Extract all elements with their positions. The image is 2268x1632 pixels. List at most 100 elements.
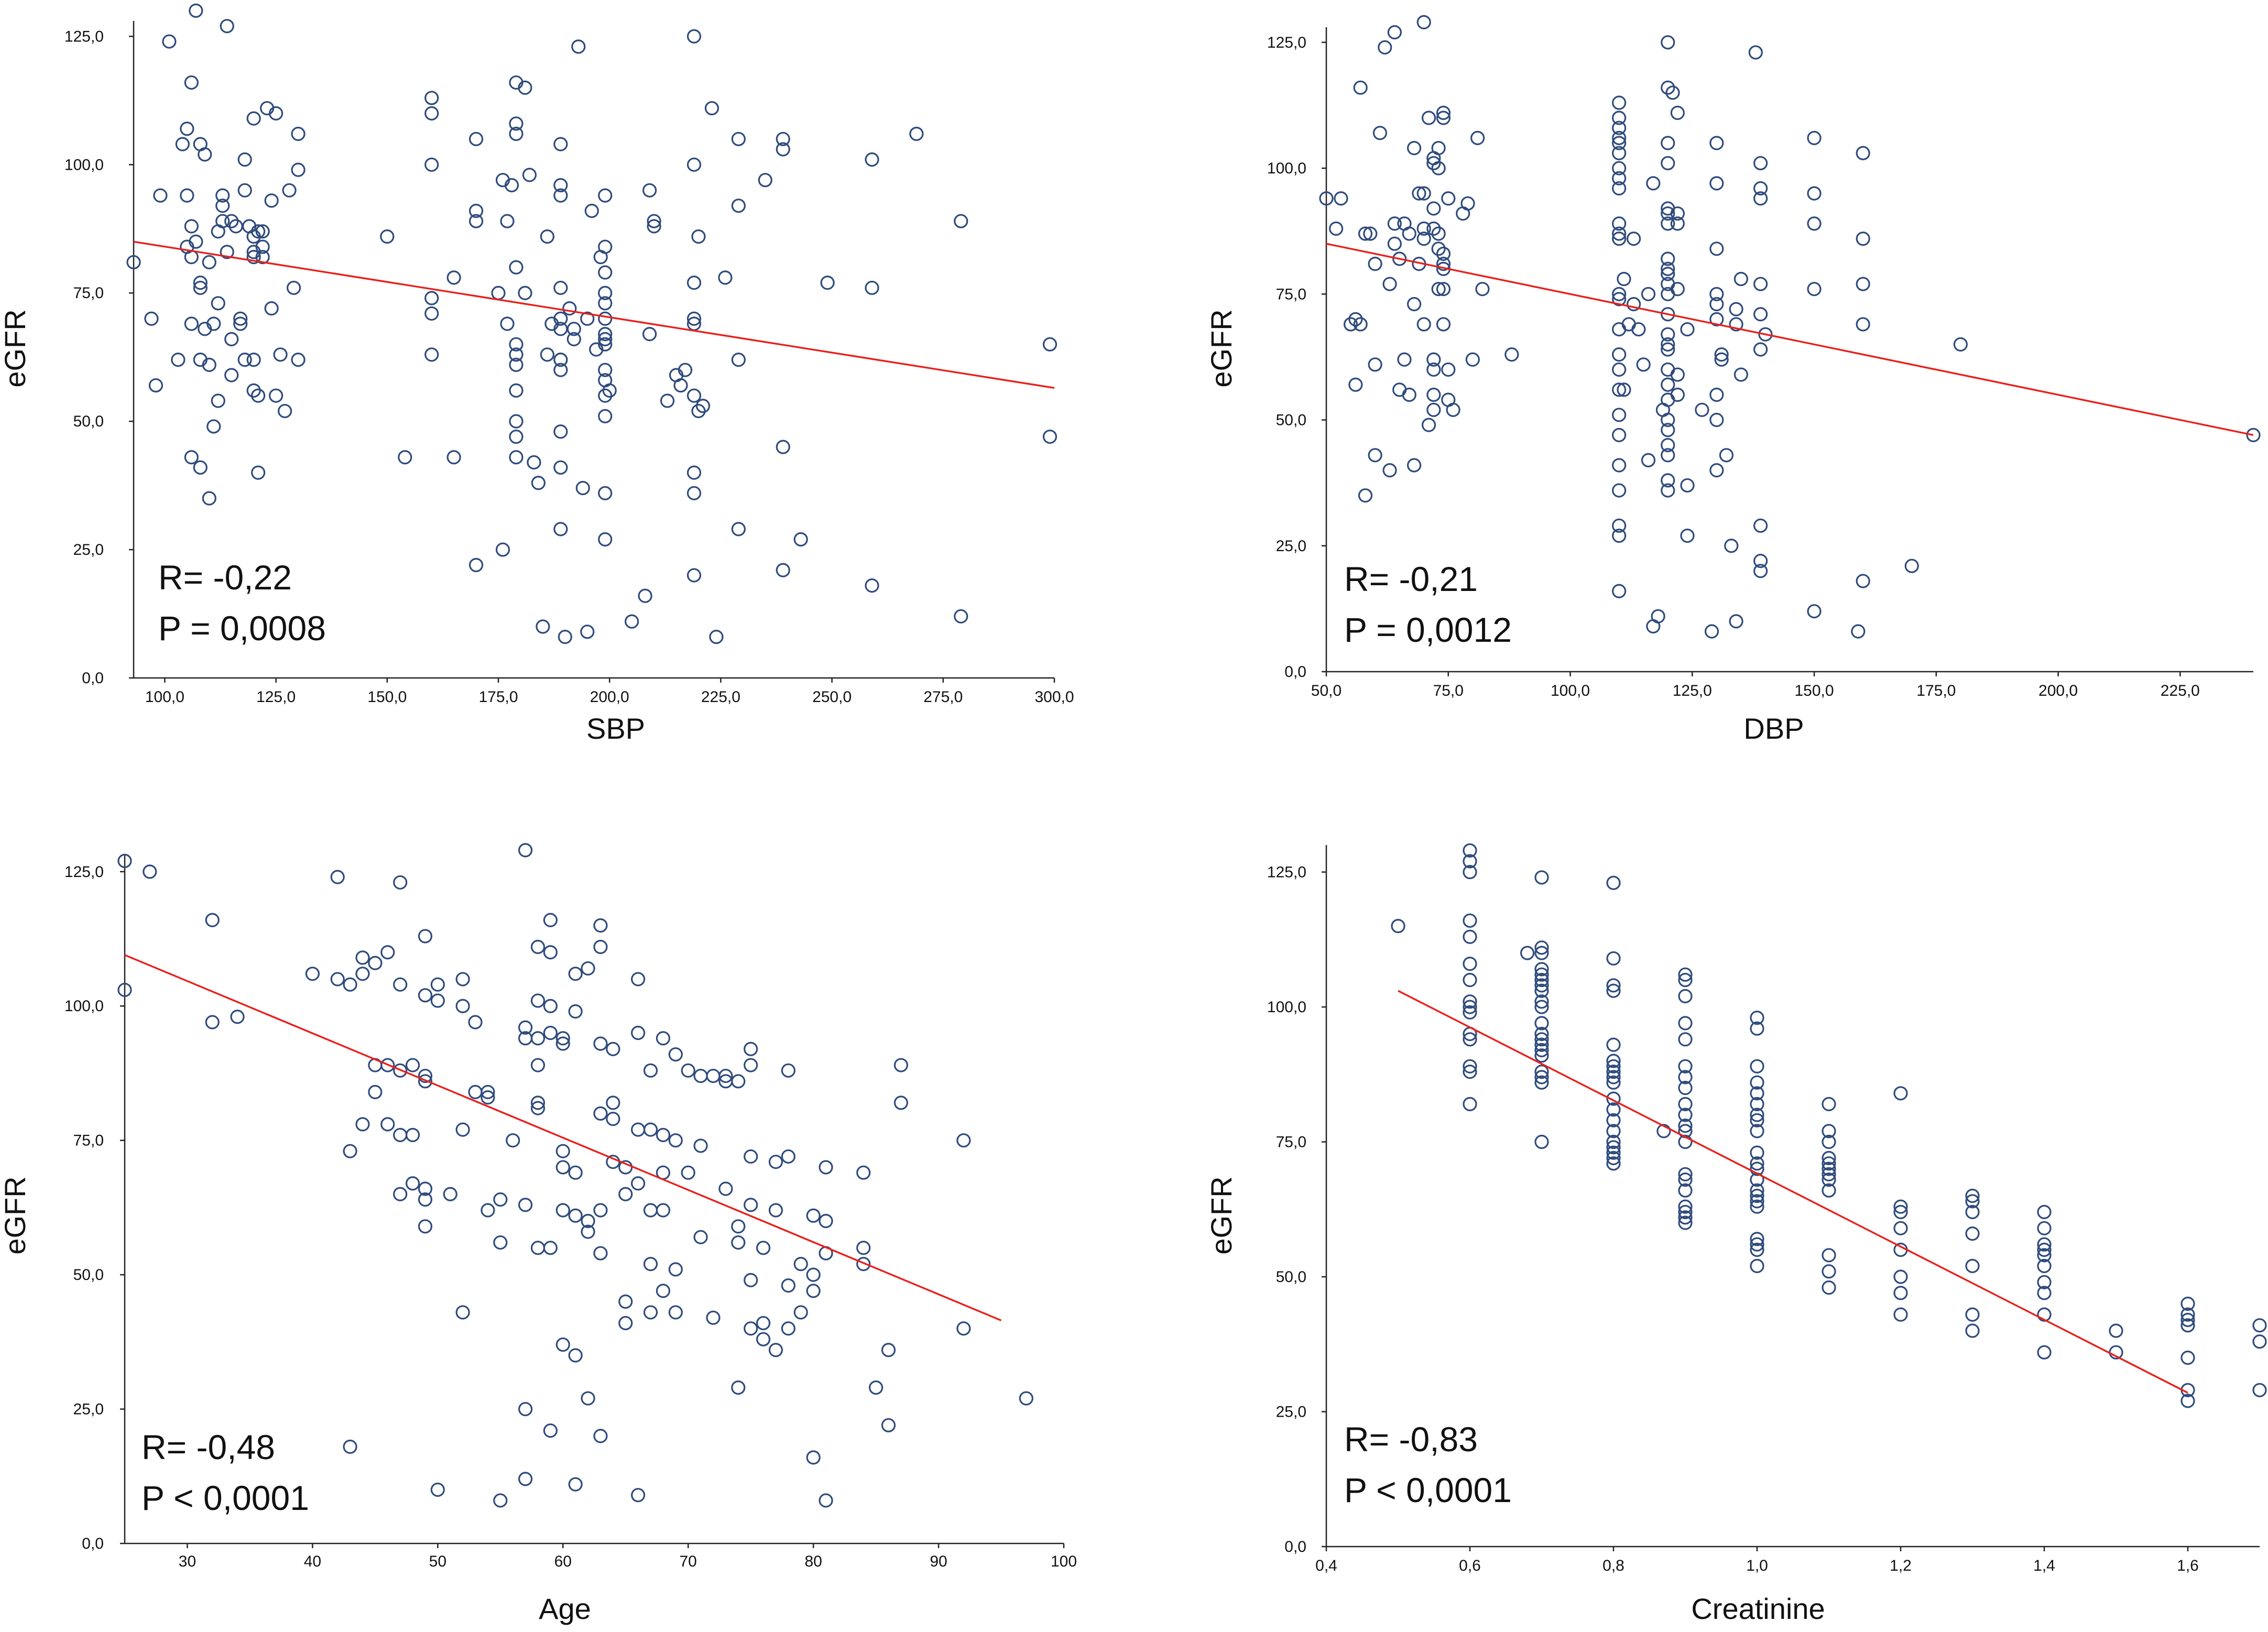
dbp-data-point <box>1436 246 1451 261</box>
creatinine-data-point <box>1534 1016 1549 1031</box>
age-data-point <box>481 1203 495 1218</box>
creatinine-data-point <box>1606 1064 1621 1079</box>
age-data-point <box>668 1133 683 1148</box>
age-data-point <box>793 1256 808 1272</box>
dbp-data-point <box>1651 609 1665 623</box>
dbp-data-point <box>1680 478 1695 493</box>
dbp-data-point <box>1612 136 1627 150</box>
sbp-data-point <box>686 276 702 290</box>
age-data-point <box>368 956 383 970</box>
age-data-point <box>330 972 345 987</box>
dbp-data-point <box>1729 317 1743 332</box>
dbp-data-point <box>1382 277 1397 291</box>
sbp-data-point <box>202 491 216 506</box>
sbp-data-point <box>686 157 702 172</box>
creatinine-data-point <box>1678 1215 1693 1230</box>
dbp-data-point <box>1758 327 1773 342</box>
age-data-point <box>618 1294 633 1309</box>
dbp-data-point <box>1856 231 1870 246</box>
dbp-data-point <box>1436 105 1451 120</box>
dbp-data-point <box>1724 539 1739 553</box>
dbp-data-point <box>1436 257 1451 271</box>
dbp-data-point <box>1436 282 1451 297</box>
dbp-data-point <box>1504 347 1519 362</box>
age-y-tick-label: 50,0 <box>73 1266 104 1284</box>
creatinine-data-point <box>2037 1275 2052 1289</box>
sbp-data-point <box>424 306 439 321</box>
dbp-data-point <box>1460 196 1475 211</box>
sbp-data-point <box>264 193 279 208</box>
age-data-point <box>518 1198 533 1212</box>
age-data-point <box>656 1203 671 1218</box>
creatinine-data-point <box>1750 1145 1764 1160</box>
creatinine-data-point <box>1606 951 1621 966</box>
sbp-p-value: P = 0,0008 <box>158 609 326 648</box>
creatinine-x-tick-label: 1,4 <box>2033 1557 2055 1574</box>
age-x-tick-label: 100 <box>1051 1553 1077 1570</box>
chart-panel-age: 0,0 25,0 50,0 75,0 100,0 125,0 30 40 50 60 70 80 90 1… <box>0 843 1077 1625</box>
sbp-y-tick-label: 50,0 <box>73 413 104 430</box>
sbp-data-point <box>553 280 568 295</box>
dbp-data-point <box>1353 80 1368 95</box>
age-data-point <box>418 1074 433 1089</box>
age-data-point <box>393 1187 408 1201</box>
dbp-data-point <box>1709 412 1724 428</box>
creatinine-data-point <box>1606 1102 1621 1117</box>
creatinine-data-point <box>1750 1059 1764 1074</box>
sbp-x-tick-label: 175,0 <box>478 688 518 706</box>
dbp-data-point <box>1661 448 1675 463</box>
creatinine-data-point <box>2037 1248 2052 1263</box>
creatinine-data-point <box>1750 1232 1764 1246</box>
creatinine-y-tick-label: 100,0 <box>1267 999 1306 1016</box>
creatinine-data-point <box>2180 1307 2195 1322</box>
dbp-data-point <box>1348 312 1363 326</box>
age-data-point <box>355 1117 370 1132</box>
sbp-x-tick-label: 225,0 <box>701 688 740 706</box>
sbp-data-point <box>553 522 568 536</box>
age-data-point <box>568 1348 583 1363</box>
sbp-data-point <box>202 357 216 372</box>
age-data-point <box>518 1472 533 1486</box>
creatinine-data-point <box>1534 940 1549 955</box>
sbp-data-point <box>793 532 808 547</box>
sbp-data-point <box>189 3 203 18</box>
age-data-point <box>781 1278 795 1293</box>
age-data-point <box>718 1181 733 1196</box>
sbp-data-point <box>162 34 177 49</box>
creatinine-data-point <box>1534 1037 1549 1052</box>
age-data-point <box>493 1235 508 1250</box>
age-data-point <box>606 1042 620 1056</box>
age-data-point <box>443 1187 457 1201</box>
creatinine-data-point <box>1750 1199 1764 1214</box>
sbp-data-point <box>220 19 234 34</box>
creatinine-data-point <box>2037 1286 2052 1300</box>
creatinine-data-point <box>1822 1167 1836 1181</box>
sbp-data-point <box>211 393 225 408</box>
age-data-point <box>806 1208 821 1223</box>
dbp-data-point <box>1358 226 1373 241</box>
dbp-data-point <box>1348 377 1363 392</box>
creatinine-data-point <box>2037 1237 2052 1252</box>
age-data-point <box>593 1106 608 1121</box>
creatinine-data-point <box>1893 1086 1908 1101</box>
creatinine-data-point <box>2180 1296 2195 1311</box>
sbp-data-point <box>540 347 554 362</box>
dbp-data-point <box>1475 282 1490 297</box>
sbp-data-point <box>215 188 230 203</box>
sbp-data-point <box>237 352 252 367</box>
sbp-data-point <box>237 183 252 198</box>
dbp-data-point <box>1372 126 1388 140</box>
sbp-data-point <box>580 625 595 639</box>
sbp-data-point <box>709 630 724 644</box>
creatinine-data-point <box>1534 1134 1549 1149</box>
dbp-data-point <box>1709 176 1724 191</box>
age-data-point <box>731 1380 746 1395</box>
dbp-data-point <box>1426 156 1441 171</box>
age-data-point <box>343 1439 357 1454</box>
creatinine-data-point <box>1678 1183 1693 1198</box>
dbp-data-point <box>1665 85 1680 100</box>
dbp-data-point <box>1416 317 1431 332</box>
age-data-point <box>518 843 533 858</box>
creatinine-data-point <box>1606 1156 1621 1171</box>
sbp-data-point <box>424 91 439 105</box>
